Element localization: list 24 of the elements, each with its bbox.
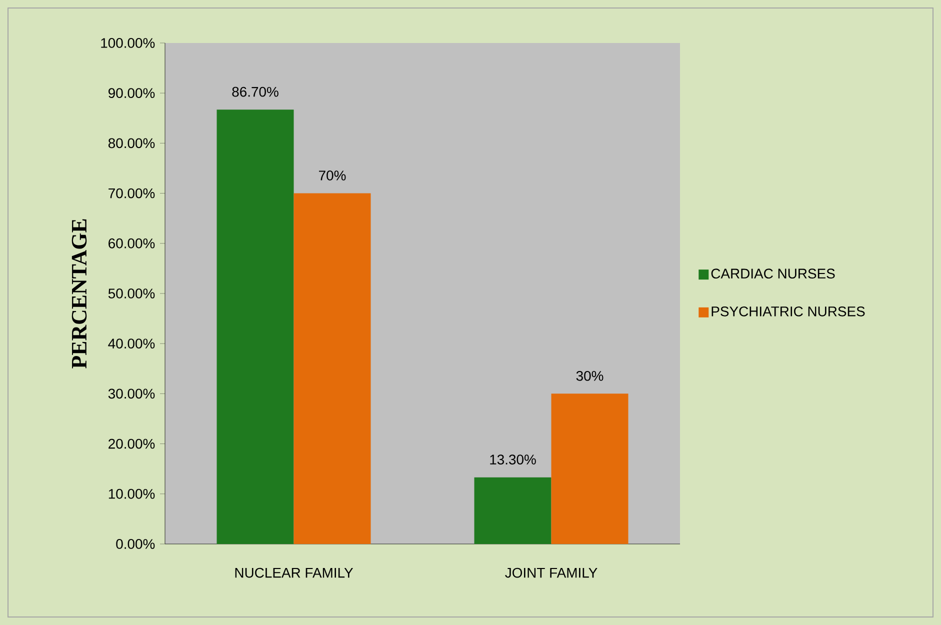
y-tick-label: 100.00% <box>101 38 155 48</box>
y-tick-label: 10.00% <box>108 488 155 499</box>
data-label: 86.70% <box>232 86 278 97</box>
y-tick-label: 60.00% <box>108 238 155 248</box>
data-label: 70% <box>319 170 346 180</box>
bar <box>294 193 371 544</box>
y-tick-label: 80.00% <box>108 138 155 148</box>
legend-label: CARDIAC NURSES <box>711 268 835 279</box>
x-tick-label: NUCLEAR FAMILY <box>235 568 354 578</box>
y-tick-label: 40.00% <box>108 338 155 349</box>
bar <box>474 477 552 544</box>
y-tick-label: 0.00% <box>116 539 155 549</box>
legend-label: PSYCHIATRIC NURSES <box>712 306 865 316</box>
data-label: 13.30% <box>490 454 536 465</box>
y-tick-label: 50.00% <box>108 288 155 298</box>
y-tick-label: 30.00% <box>108 388 155 399</box>
y-tick-label: 70.00% <box>108 188 155 198</box>
data-label: 30% <box>576 370 604 381</box>
bar <box>216 110 294 544</box>
x-tick-label: JOINT FAMILY <box>505 568 598 578</box>
y-axis-title: PERCENTAGE <box>72 219 87 368</box>
y-tick-label: 90.00% <box>108 88 155 98</box>
y-tick-label: 20.00% <box>108 438 155 449</box>
bar <box>551 394 628 544</box>
